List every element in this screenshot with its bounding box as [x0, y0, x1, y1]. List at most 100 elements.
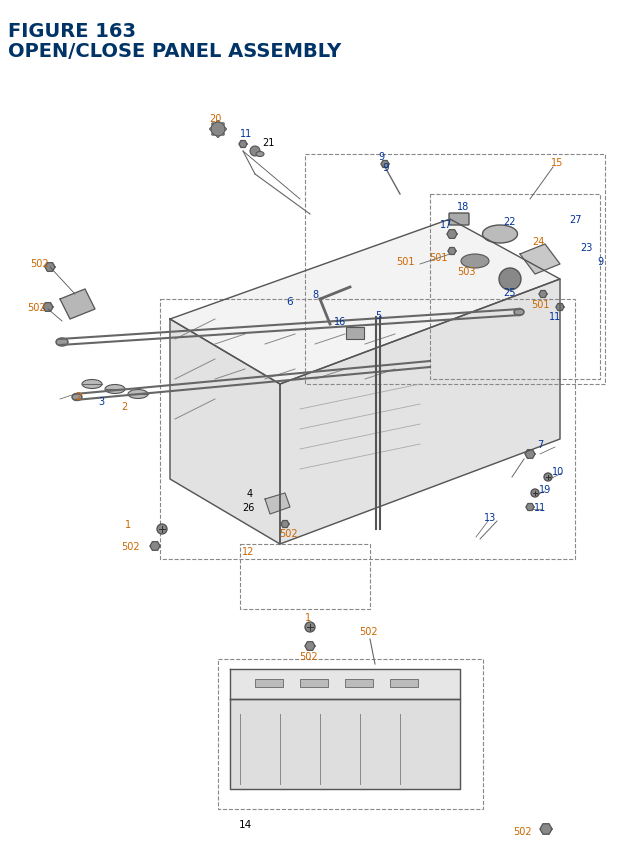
Text: 501: 501 [531, 300, 549, 310]
Polygon shape [170, 220, 560, 385]
Bar [305, 155, 605, 385]
Ellipse shape [128, 390, 148, 399]
Bar [218, 660, 483, 809]
Bar [255, 679, 283, 687]
Ellipse shape [221, 128, 227, 132]
Ellipse shape [220, 132, 224, 136]
Text: 502: 502 [30, 258, 49, 269]
Circle shape [157, 524, 167, 535]
Text: 26: 26 [242, 503, 254, 512]
Circle shape [544, 474, 552, 481]
Ellipse shape [216, 133, 220, 139]
Polygon shape [448, 248, 456, 255]
Text: 11: 11 [534, 503, 546, 512]
Ellipse shape [216, 121, 220, 127]
Text: 10: 10 [552, 467, 564, 476]
Polygon shape [520, 245, 560, 275]
Polygon shape [150, 542, 160, 551]
Text: 1: 1 [305, 612, 311, 623]
Ellipse shape [72, 394, 82, 401]
Text: 24: 24 [532, 237, 544, 247]
Text: 14: 14 [238, 819, 252, 829]
Ellipse shape [220, 123, 224, 127]
Text: OPEN/CLOSE PANEL ASSEMBLY: OPEN/CLOSE PANEL ASSEMBLY [8, 42, 341, 61]
Text: 2: 2 [121, 401, 127, 412]
Polygon shape [447, 231, 457, 239]
FancyBboxPatch shape [449, 214, 469, 226]
Text: 13: 13 [484, 512, 496, 523]
Text: 501: 501 [429, 253, 447, 263]
Polygon shape [281, 521, 289, 528]
Text: 19: 19 [539, 485, 551, 494]
Ellipse shape [105, 385, 125, 394]
Bar [300, 679, 328, 687]
Circle shape [305, 623, 315, 632]
Text: 21: 21 [262, 138, 274, 148]
Polygon shape [60, 289, 95, 319]
Text: 27: 27 [569, 214, 581, 225]
Polygon shape [43, 303, 53, 312]
Polygon shape [230, 699, 460, 789]
Text: 12: 12 [242, 547, 254, 556]
Ellipse shape [212, 132, 216, 136]
Bar [240, 544, 370, 610]
Ellipse shape [514, 309, 524, 316]
Text: 9: 9 [597, 257, 603, 267]
Text: 502: 502 [358, 626, 378, 636]
Polygon shape [526, 504, 534, 511]
Text: 8: 8 [312, 289, 318, 300]
Ellipse shape [209, 128, 214, 132]
Ellipse shape [56, 338, 68, 347]
Text: 7: 7 [537, 439, 543, 449]
Polygon shape [230, 669, 460, 699]
Text: 502: 502 [278, 529, 298, 538]
Text: 20: 20 [209, 114, 221, 124]
Polygon shape [45, 263, 55, 272]
Polygon shape [381, 161, 389, 168]
Text: 11: 11 [549, 312, 561, 322]
Text: 17: 17 [440, 220, 452, 230]
Polygon shape [265, 493, 290, 514]
Text: 22: 22 [504, 217, 516, 226]
Text: 11: 11 [240, 129, 252, 139]
Polygon shape [540, 824, 552, 834]
Text: 25: 25 [504, 288, 516, 298]
Polygon shape [280, 280, 560, 544]
Text: 16: 16 [334, 317, 346, 326]
Text: 4: 4 [247, 488, 253, 499]
Text: 5: 5 [375, 311, 381, 320]
Bar [346, 328, 364, 339]
Text: 502: 502 [27, 303, 45, 313]
Text: 502: 502 [299, 651, 317, 661]
Circle shape [211, 123, 225, 137]
Text: 15: 15 [551, 158, 563, 168]
Polygon shape [305, 642, 315, 651]
Bar [390, 679, 418, 687]
Text: 6: 6 [287, 297, 293, 307]
Bar [345, 679, 373, 687]
Polygon shape [239, 141, 247, 148]
Ellipse shape [212, 123, 216, 127]
Text: 502: 502 [121, 542, 140, 551]
Circle shape [250, 147, 260, 157]
Text: 1: 1 [125, 519, 131, 530]
Text: 18: 18 [457, 201, 469, 212]
Text: 2: 2 [75, 392, 81, 401]
Polygon shape [170, 319, 280, 544]
Text: 23: 23 [580, 243, 592, 253]
Polygon shape [539, 291, 547, 298]
Text: 9: 9 [383, 163, 389, 173]
Text: 503: 503 [457, 267, 476, 276]
Ellipse shape [82, 380, 102, 389]
Polygon shape [525, 450, 535, 459]
Ellipse shape [461, 255, 489, 269]
Circle shape [531, 489, 539, 498]
Ellipse shape [499, 269, 521, 291]
Ellipse shape [483, 226, 518, 244]
Text: 501: 501 [396, 257, 414, 267]
Text: FIGURE 163: FIGURE 163 [8, 22, 136, 41]
Polygon shape [556, 304, 564, 311]
Ellipse shape [256, 152, 264, 158]
Text: 3: 3 [98, 397, 104, 406]
Text: 9: 9 [378, 152, 384, 162]
